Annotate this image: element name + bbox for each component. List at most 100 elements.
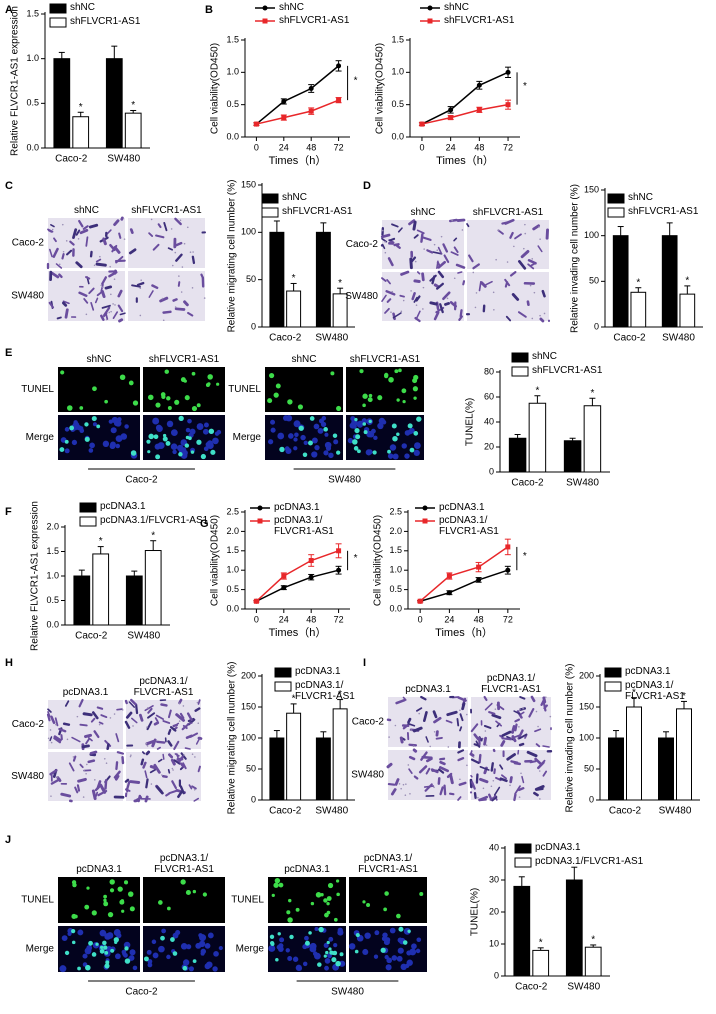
point — [505, 567, 511, 573]
positive-nucleus — [146, 439, 151, 444]
bar — [286, 290, 302, 328]
nucleus — [314, 952, 321, 960]
cell — [475, 773, 479, 784]
cell — [534, 728, 542, 733]
nucleus — [181, 449, 188, 456]
legend-label-box: shNC — [70, 2, 95, 13]
bar — [584, 946, 602, 977]
cell — [518, 260, 527, 270]
cell — [415, 295, 421, 302]
positive-nucleus — [368, 393, 373, 398]
y-tick-label: 0 — [589, 794, 594, 804]
cell — [61, 253, 65, 260]
pore — [474, 306, 477, 309]
positive-nucleus — [388, 376, 394, 383]
nucleus — [277, 432, 285, 440]
bar — [661, 235, 678, 328]
legend-label: pcDNA3.1 — [439, 502, 485, 513]
cell — [457, 757, 465, 762]
cell — [179, 762, 185, 769]
pore — [518, 708, 521, 711]
cell — [380, 233, 391, 239]
significance-mark: * — [354, 553, 358, 564]
x-tick-label: 72 — [503, 142, 513, 152]
cell — [517, 729, 524, 740]
positive-nucleus — [315, 892, 322, 898]
cell — [88, 287, 95, 295]
x-tick-label: SW480 — [315, 806, 348, 817]
column-label: pcDNA3.1/ FLVCR1-AS1 — [154, 853, 214, 875]
nucleus — [279, 937, 285, 943]
point — [419, 121, 425, 127]
cell — [76, 784, 81, 792]
positive-nucleus — [188, 436, 192, 441]
cell — [469, 752, 475, 757]
positive-nucleus — [174, 399, 180, 405]
legend-marker — [427, 5, 433, 11]
cell — [414, 316, 421, 323]
positive-nucleus — [103, 898, 107, 902]
positive-nucleus — [64, 439, 69, 444]
micrograph — [348, 926, 427, 972]
pore — [56, 776, 59, 778]
column-label: pcDNA3.1 — [76, 864, 122, 875]
cell — [543, 704, 548, 710]
cell — [399, 294, 405, 298]
column-label-box: shNC — [410, 207, 435, 218]
positive-nucleus — [324, 912, 329, 918]
positive-nucleus — [304, 940, 310, 946]
cell — [539, 759, 546, 766]
panel-letter: F — [5, 506, 12, 518]
legend-label: pcDNA3.1 — [295, 666, 341, 677]
positive-nucleus — [277, 932, 281, 936]
cell — [501, 730, 512, 737]
cell — [400, 270, 410, 276]
positive-nucleus — [129, 906, 135, 912]
nucleus — [323, 942, 329, 948]
nucleus — [92, 422, 97, 427]
point — [308, 86, 314, 91]
positive-nucleus — [109, 879, 115, 885]
nucleus — [414, 442, 421, 449]
micrograph — [386, 695, 468, 749]
positive-nucleus — [148, 433, 154, 440]
column-label: shFLVCR1-AS1 — [349, 354, 421, 365]
positive-nucleus — [362, 422, 367, 426]
pore — [178, 275, 180, 277]
nucleus — [387, 453, 394, 459]
positive-nucleus — [180, 879, 186, 885]
nucleus — [207, 932, 214, 939]
cell — [402, 696, 407, 701]
pore — [506, 261, 509, 263]
positive-nucleus — [387, 449, 391, 454]
nucleus — [397, 947, 404, 954]
positive-nucleus — [352, 439, 358, 445]
positive-nucleus — [155, 454, 161, 460]
y-tick-label: 100 — [241, 227, 256, 237]
pore — [140, 279, 142, 282]
significance-mark: * — [79, 102, 83, 113]
bar — [583, 405, 602, 473]
cell — [146, 720, 153, 731]
y-tick-label: 0.0 — [226, 131, 239, 141]
cell — [87, 759, 96, 764]
cell — [187, 311, 194, 317]
nucleus — [79, 428, 85, 434]
column-label-box: pcDNA3.1/ FLVCR1-AS1 — [481, 673, 541, 695]
cell — [528, 707, 535, 718]
row-label: Merge — [26, 432, 55, 443]
micrograph — [466, 218, 549, 270]
bar — [532, 949, 550, 977]
cell — [96, 780, 102, 790]
micrograph — [346, 367, 424, 412]
pore — [461, 229, 464, 231]
x-tick-label: Caco-2 — [269, 333, 302, 344]
cell — [480, 281, 487, 288]
nucleus — [337, 927, 343, 933]
positive-nucleus — [357, 449, 361, 454]
positive-nucleus — [99, 945, 104, 950]
significance-mark: * — [523, 551, 527, 562]
positive-nucleus — [182, 965, 188, 971]
cell — [479, 765, 490, 771]
cell — [93, 730, 100, 739]
